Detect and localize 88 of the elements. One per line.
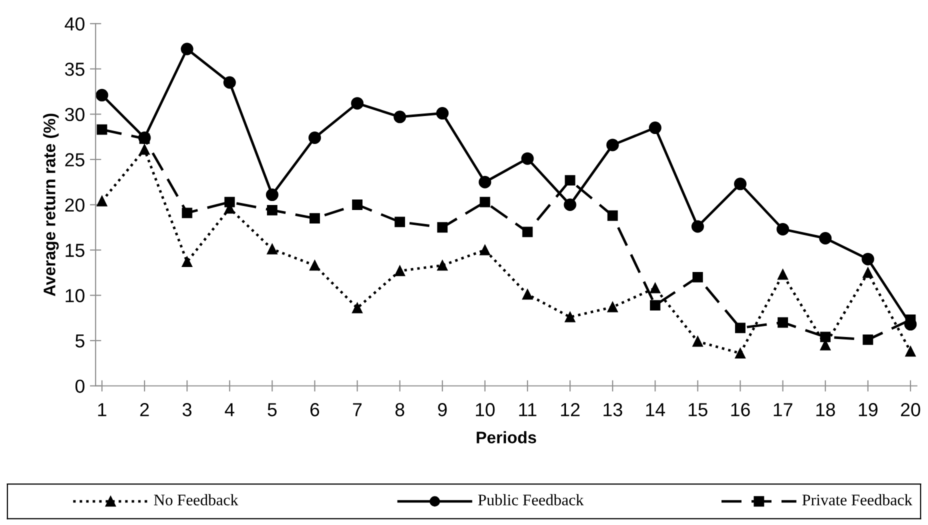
x-tick-label: 8 <box>395 403 404 416</box>
point <box>480 196 490 208</box>
point <box>819 232 832 245</box>
x-tick-label: 20 <box>901 403 920 416</box>
point <box>607 210 618 221</box>
y-tick-label: 35 <box>65 62 84 76</box>
point <box>564 175 576 186</box>
x-tick-label: 3 <box>182 403 192 416</box>
point <box>606 138 619 152</box>
point <box>310 260 320 271</box>
x-tick-label: 12 <box>561 403 580 416</box>
point <box>564 312 576 322</box>
point <box>650 300 660 310</box>
point <box>182 208 192 218</box>
x-tick-label: 9 <box>438 403 447 416</box>
point <box>607 302 618 312</box>
point <box>223 76 236 89</box>
point <box>266 204 278 216</box>
x-tick-label: 1 <box>98 403 106 416</box>
x-tick-label: 11 <box>519 403 536 416</box>
point <box>648 122 662 134</box>
x-tick-label: 16 <box>731 403 750 416</box>
y-tick-label: 20 <box>65 198 84 212</box>
point <box>310 213 320 224</box>
point <box>394 266 406 276</box>
point <box>437 260 448 271</box>
point <box>180 42 194 56</box>
y-axis-title: Average return rate (%) <box>43 114 59 296</box>
point <box>776 222 790 236</box>
point <box>352 302 362 314</box>
point <box>96 196 108 206</box>
point <box>96 124 108 135</box>
point <box>266 244 278 254</box>
x-tick-label: 15 <box>688 403 708 416</box>
point <box>778 317 788 328</box>
point <box>735 348 746 358</box>
x-tick-label: 10 <box>476 403 495 416</box>
y-tick-label: 10 <box>66 289 84 302</box>
point <box>182 256 192 268</box>
point <box>521 152 534 165</box>
point <box>352 200 362 210</box>
point <box>394 216 406 228</box>
point <box>862 252 874 266</box>
x-tick-label: 2 <box>140 403 149 416</box>
x-tick-label: 13 <box>604 403 622 416</box>
point <box>224 196 235 208</box>
x-tick-label: 18 <box>816 403 835 416</box>
point <box>522 289 533 300</box>
y-tick-label: 40 <box>64 17 84 31</box>
point <box>436 107 449 120</box>
point <box>734 178 747 190</box>
point <box>735 322 746 334</box>
x-axis-title: Periods <box>476 431 536 444</box>
point <box>308 131 321 144</box>
point <box>478 176 492 188</box>
legend-label: Public Feedback <box>478 494 584 506</box>
point <box>820 332 831 342</box>
point <box>480 244 490 256</box>
point <box>394 110 406 124</box>
legend-label: Private Feedback <box>802 494 912 506</box>
point <box>692 336 703 347</box>
x-tick-label: 19 <box>858 403 878 416</box>
point <box>862 334 874 345</box>
y-tick-label: 5 <box>75 334 84 348</box>
point <box>437 222 448 233</box>
x-tick-label: 7 <box>353 403 362 416</box>
point <box>266 188 278 202</box>
x-tick-label: 14 <box>646 403 666 416</box>
point <box>522 226 533 238</box>
y-tick-label: 30 <box>65 108 84 122</box>
x-tick-label: 6 <box>310 403 320 416</box>
point <box>351 97 364 110</box>
point <box>139 144 150 155</box>
point <box>650 282 660 294</box>
point <box>564 198 576 211</box>
point <box>96 88 108 102</box>
x-tick-label: 5 <box>268 403 277 416</box>
point <box>862 267 874 278</box>
y-tick-label: 15 <box>66 244 84 258</box>
point <box>905 346 916 357</box>
point <box>692 272 703 282</box>
x-tick-label: 17 <box>774 403 792 416</box>
y-tick-label: 25 <box>65 153 84 166</box>
legend-label: No Feedback <box>154 494 238 506</box>
x-tick-label: 4 <box>224 403 234 416</box>
point <box>691 220 704 233</box>
y-tick-label: 0 <box>75 380 84 393</box>
point <box>778 269 788 280</box>
